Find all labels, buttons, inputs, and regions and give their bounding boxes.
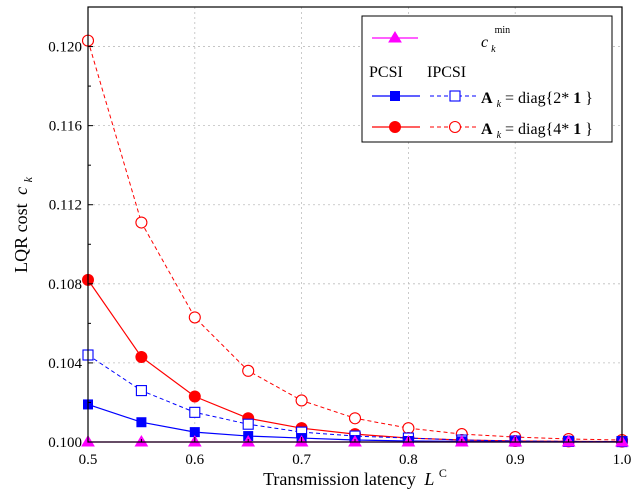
legend: c k min PCSI IPCSI A k = diag{2* 1 } A k… (361, 15, 613, 143)
y-axis-title-text: LQR cost (11, 203, 31, 273)
data-point-ipcsi_4 (242, 364, 255, 377)
legend-row2-label: A k = diag{4* 1 } (481, 121, 593, 142)
x-tick-label: 1.0 (613, 452, 632, 468)
x-tick-label: 0.8 (399, 452, 418, 468)
y-tick-label: 0.108 (48, 277, 82, 293)
legend-pcsi-header: PCSI (369, 64, 403, 81)
legend-row2-close: } (585, 121, 593, 138)
legend-ipcsi4-marker (448, 120, 462, 134)
legend-cmin-sub: k (491, 44, 496, 55)
legend-row1-A: A (481, 90, 493, 107)
x-tick-label: 0.9 (506, 452, 525, 468)
x-axis-symbol: L (423, 469, 434, 489)
y-tick-label: 0.104 (48, 356, 82, 372)
x-axis-title-text: Transmission latency (263, 469, 416, 489)
data-point-ipcsi_4 (295, 394, 308, 407)
legend-row1-label: A k = diag{2* 1 } (481, 90, 593, 111)
x-tick-label: 0.7 (292, 452, 311, 468)
x-axis-title: Transmission latency L C (263, 466, 447, 489)
y-tick-label: 0.100 (48, 435, 82, 451)
y-tick-label: 0.120 (48, 40, 82, 56)
x-tick-label: 0.6 (185, 452, 204, 468)
legend-cmin-sup: min (495, 25, 511, 36)
legend-row1-eq: = diag{2* (505, 90, 569, 107)
y-tick-label: 0.116 (49, 119, 83, 135)
legend-pcsi2-marker (390, 91, 400, 101)
data-point-ipcsi_4 (348, 412, 362, 425)
y-axis-symbol-sub: k (21, 176, 35, 182)
legend-cmin-label: c k min (481, 25, 510, 56)
y-tick-label: 0.112 (49, 198, 82, 214)
legend-row1-sub: k (497, 99, 502, 110)
data-point-pcsi_4 (135, 350, 148, 363)
legend-row2-eq: = diag{4* (505, 121, 569, 138)
data-point-pcsi_2 (189, 427, 200, 438)
legend-ipcsi-header: IPCSI (427, 64, 466, 81)
legend-row2-sub: k (497, 130, 502, 141)
data-point-pcsi_4 (188, 390, 201, 403)
x-tick-label: 0.5 (79, 452, 98, 468)
data-point-ipcsi_4 (402, 422, 415, 435)
data-point-ipcsi_4 (135, 216, 148, 229)
legend-row1-close: } (585, 90, 593, 107)
data-point-ipcsi_2 (189, 406, 201, 418)
series-ipcsi_2 (82, 349, 628, 448)
legend-ipcsi2-marker (449, 90, 461, 102)
legend-row2-A: A (481, 121, 493, 138)
data-point-ipcsi_4 (188, 311, 201, 324)
y-axis-title: LQR cost c k (11, 176, 35, 273)
axis-ticks: 0.5 0.6 0.7 0.8 0.9 1.0 0.100 0.104 0.108 0.112 0.… (48, 40, 631, 468)
legend-cmin-marker (388, 31, 402, 43)
series-ipcsi_4 (81, 34, 629, 447)
legend-box (361, 15, 613, 143)
legend-row1-one: 1 (573, 90, 581, 107)
legend-row2-one: 1 (573, 121, 581, 138)
data-point-ipcsi_2 (242, 418, 254, 430)
legend-pcsi4-marker (389, 121, 401, 133)
data-point-ipcsi_2 (135, 385, 147, 397)
y-axis-symbol: c (11, 187, 31, 195)
legend-cmin-symbol: c (481, 34, 488, 51)
x-axis-symbol-sup: C (439, 466, 447, 480)
data-point-pcsi_2 (136, 417, 147, 428)
